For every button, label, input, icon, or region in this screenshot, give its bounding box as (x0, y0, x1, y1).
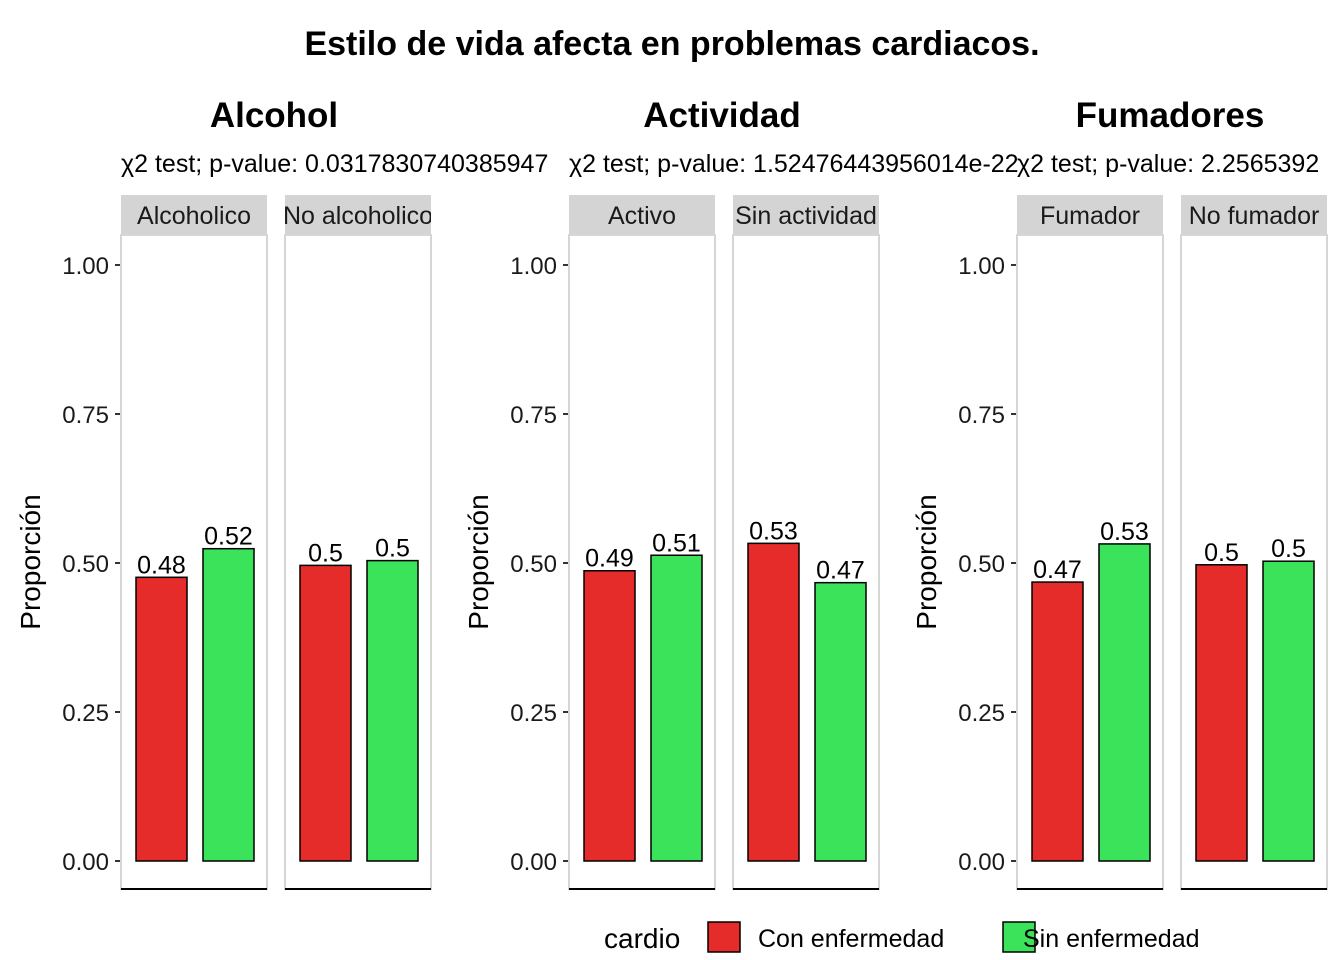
panel-title: Fumadores (1076, 96, 1265, 135)
facet-strip-label: Activo (608, 202, 676, 230)
facet-2: Sin actividad 0.53 0.47 (732, 195, 880, 890)
panel-subtitle: χ2 test; p-value: 0.0317830740385947 (121, 150, 548, 178)
y-tick-label: 0.00 (510, 849, 557, 876)
bar-value-label: 0.53 (749, 517, 798, 545)
legend-key (707, 921, 741, 953)
legend-label: Sin enfermedad (1023, 925, 1200, 953)
y-axis-label: Proporción (15, 494, 46, 629)
y-tick-label: 0.75 (510, 402, 557, 429)
bar-value-label: 0.5 (375, 535, 410, 563)
y-axis-label: Proporción (911, 494, 942, 629)
bar-value-label: 0.53 (1100, 518, 1149, 546)
bar-value-label: 0.52 (204, 523, 253, 551)
y-tick-label: 0.00 (958, 849, 1005, 876)
panel-subtitle: χ2 test; p-value: 1.52476443956014e-22 (569, 150, 1019, 178)
facet-strip-label: Alcoholico (137, 202, 251, 230)
legend-key (1002, 921, 1036, 953)
legend-label: Con enfermedad (758, 925, 944, 953)
legend: cardio Con enfermedad Sin enfermedad (604, 921, 1200, 954)
bar-value-label: 0.5 (308, 539, 343, 567)
facet-strip (733, 195, 879, 235)
y-axis-label: Proporción (463, 494, 494, 629)
bar (366, 559, 419, 862)
facet-strip (1181, 195, 1327, 235)
facet-strip-label: Fumador (1040, 202, 1140, 230)
bar (1262, 560, 1315, 862)
facet-strip-label: No alcoholico (283, 202, 433, 230)
bar (814, 581, 867, 862)
y-tick-label: 0.75 (62, 402, 109, 429)
bar (1031, 581, 1084, 862)
bar-value-label: 0.48 (137, 551, 186, 579)
facet-strip (121, 195, 267, 235)
facet-strip-label: Sin actividad (735, 202, 877, 230)
y-tick-label: 0.00 (62, 849, 109, 876)
bar-value-label: 0.49 (585, 545, 634, 573)
bar-value-label: 0.47 (1033, 556, 1082, 584)
panel-2: Actividad χ2 test; p-value: 1.52476443956… (463, 96, 1019, 890)
y-tick-label: 0.50 (958, 551, 1005, 578)
panel-1: Alcohol χ2 test; p-value: 0.0317830740385… (15, 96, 548, 890)
bar (202, 547, 255, 862)
facet-1: Alcoholico 0.48 0.52 (120, 195, 268, 890)
chart-title: Estilo de vida afecta en problemas cardi… (304, 25, 1039, 63)
facet-1: Fumador 0.47 0.53 (1016, 195, 1164, 890)
panel-3: Fumadores χ2 test; p-value: 2.2565392 0.00… (911, 96, 1328, 890)
bar-value-label: 0.47 (816, 557, 865, 585)
bar-value-label: 0.5 (1204, 539, 1239, 567)
y-tick-label: 0.25 (958, 700, 1005, 727)
panel-subtitle: χ2 test; p-value: 2.2565392 (1017, 150, 1319, 178)
bar (583, 569, 636, 862)
bar (1195, 564, 1248, 862)
facet-1: Activo 0.49 0.51 (568, 195, 716, 890)
y-tick-label: 0.25 (62, 700, 109, 727)
legend-title: cardio (604, 923, 680, 954)
facet-2: No alcoholico 0.5 0.5 (283, 195, 433, 890)
bar (299, 564, 352, 862)
y-tick-label: 1.00 (958, 253, 1005, 280)
bar-value-label: 0.51 (652, 529, 701, 557)
facet-2: No fumador 0.5 0.5 (1180, 195, 1328, 890)
bar (747, 542, 800, 862)
y-tick-label: 0.75 (958, 402, 1005, 429)
y-tick-label: 0.50 (510, 551, 557, 578)
bar (135, 576, 188, 862)
facet-strip (569, 195, 715, 235)
y-tick-label: 0.25 (510, 700, 557, 727)
panel-title: Actividad (643, 96, 801, 135)
bar (1098, 543, 1151, 862)
facet-strip (285, 195, 431, 235)
y-tick-label: 0.50 (62, 551, 109, 578)
facet-strip-label: No fumador (1189, 202, 1320, 230)
panel-title: Alcohol (210, 96, 338, 135)
bar-value-label: 0.5 (1271, 535, 1306, 563)
y-tick-label: 1.00 (510, 253, 557, 280)
y-tick-label: 1.00 (62, 253, 109, 280)
facet-strip (1017, 195, 1163, 235)
bar (650, 554, 703, 862)
